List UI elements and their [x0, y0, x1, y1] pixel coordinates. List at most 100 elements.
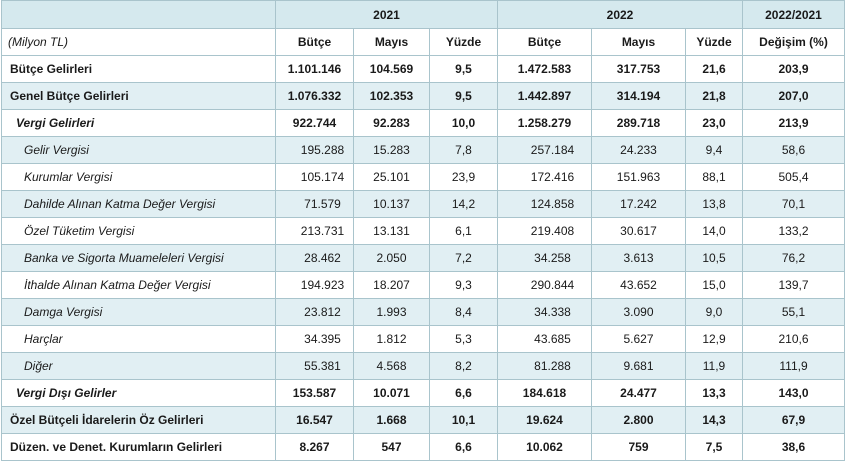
row-value: 28.462: [275, 244, 354, 272]
row-label: Düzen. ve Denet. Kurumların Gelirleri: [1, 433, 276, 461]
row-value: 92.283: [353, 109, 430, 137]
row-value: 67,9: [742, 406, 845, 434]
table-row: Özel Tüketim Vergisi 213.731 13.131 6,1 219.…: [1, 217, 845, 245]
row-value: 505,4: [742, 163, 845, 191]
row-value: 10.071: [353, 379, 430, 407]
row-value: 9,4: [685, 136, 743, 164]
col-budget-2021: Bütçe: [275, 28, 354, 56]
col-budget-2022: Bütçe: [497, 28, 592, 56]
row-value: 317.753: [591, 55, 686, 83]
row-value: 1.076.332: [275, 82, 354, 110]
row-value: 10.137: [353, 190, 430, 218]
row-value: 43.652: [591, 271, 686, 299]
row-value: 257.184: [497, 136, 592, 164]
unit-label: (Milyon TL): [1, 28, 276, 56]
row-value: 88,1: [685, 163, 743, 191]
budget-revenue-table: 2021 2022 2022/2021 (Milyon TL) Bütçe Ma…: [1, 0, 845, 461]
row-value: 14,0: [685, 217, 743, 245]
row-value: 314.194: [591, 82, 686, 110]
row-value: 153.587: [275, 379, 354, 407]
row-label: Vergi Dışı Gelirler: [1, 379, 276, 407]
row-value: 5,3: [429, 325, 498, 353]
row-value: 207,0: [742, 82, 845, 110]
row-value: 13,8: [685, 190, 743, 218]
row-value: 7,5: [685, 433, 743, 461]
row-value: 9,5: [429, 55, 498, 83]
table-row: İthalde Alınan Katma Değer Vergisi 194.92…: [1, 271, 845, 299]
row-value: 290.844: [497, 271, 592, 299]
row-value: 195.288: [275, 136, 354, 164]
row-value: 23,9: [429, 163, 498, 191]
table-row: Genel Bütçe Gelirleri 1.076.332 102.353 9,5…: [1, 82, 845, 110]
year-2022-header: 2022: [497, 0, 743, 29]
row-label: Bütçe Gelirleri: [1, 55, 276, 83]
row-label: Özel Tüketim Vergisi: [1, 217, 276, 245]
table-row: Vergi Gelirleri 922.744 92.283 10,0 1.258.27…: [1, 109, 845, 137]
row-value: 17.242: [591, 190, 686, 218]
table-body: Bütçe Gelirleri 1.101.146 104.569 9,5 1.472.…: [1, 55, 845, 461]
table-row: Harçlar 34.395 1.812 5,3 43.685 5.627 12,9 210,…: [1, 325, 845, 353]
row-value: 9.681: [591, 352, 686, 380]
year-2021-header: 2021: [275, 0, 498, 29]
row-value: 15.283: [353, 136, 430, 164]
row-value: 203,9: [742, 55, 845, 83]
row-value: 30.617: [591, 217, 686, 245]
row-value: 111,9: [742, 352, 845, 380]
row-value: 213,9: [742, 109, 845, 137]
row-value: 16.547: [275, 406, 354, 434]
row-label: Damga Vergisi: [1, 298, 276, 326]
table-row: Gelir Vergisi 195.288 15.283 7,8 257.184 24.2…: [1, 136, 845, 164]
table-row: Damga Vergisi 23.812 1.993 8,4 34.338 3.090 9,…: [1, 298, 845, 326]
row-label: Kurumlar Vergisi: [1, 163, 276, 191]
row-value: 9,5: [429, 82, 498, 110]
row-value: 3.613: [591, 244, 686, 272]
row-value: 19.624: [497, 406, 592, 434]
row-value: 1.258.279: [497, 109, 592, 137]
row-value: 6,6: [429, 379, 498, 407]
row-value: 104.569: [353, 55, 430, 83]
col-pct-2022: Yüzde: [685, 28, 743, 56]
row-value: 102.353: [353, 82, 430, 110]
row-value: 24.233: [591, 136, 686, 164]
row-value: 4.568: [353, 352, 430, 380]
row-value: 6,1: [429, 217, 498, 245]
row-value: 8,2: [429, 352, 498, 380]
row-value: 10,5: [685, 244, 743, 272]
row-value: 13,3: [685, 379, 743, 407]
row-value: 21,6: [685, 55, 743, 83]
row-value: 71.579: [275, 190, 354, 218]
table-row: Bütçe Gelirleri 1.101.146 104.569 9,5 1.472.…: [1, 55, 845, 83]
table-row: Banka ve Sigorta Muameleleri Vergisi 28.4…: [1, 244, 845, 272]
row-label: Genel Bütçe Gelirleri: [1, 82, 276, 110]
row-value: 1.812: [353, 325, 430, 353]
table-row: Vergi Dışı Gelirler 153.587 10.071 6,6 184.6…: [1, 379, 845, 407]
row-value: 24.477: [591, 379, 686, 407]
row-value: 547: [353, 433, 430, 461]
col-pct-2021: Yüzde: [429, 28, 498, 56]
row-label: Vergi Gelirleri: [1, 109, 276, 137]
row-value: 289.718: [591, 109, 686, 137]
row-value: 1.442.897: [497, 82, 592, 110]
row-value: 70,1: [742, 190, 845, 218]
row-value: 34.338: [497, 298, 592, 326]
row-value: 7,8: [429, 136, 498, 164]
row-value: 133,2: [742, 217, 845, 245]
table-row: Özel Bütçeli İdarelerin Öz Gelirleri 16.5…: [1, 406, 845, 434]
row-value: 8.267: [275, 433, 354, 461]
row-value: 7,2: [429, 244, 498, 272]
table-row: Düzen. ve Denet. Kurumların Gelirleri 8.2…: [1, 433, 845, 461]
row-value: 922.744: [275, 109, 354, 137]
row-value: 1.668: [353, 406, 430, 434]
row-value: 1.472.583: [497, 55, 592, 83]
row-label: Özel Bütçeli İdarelerin Öz Gelirleri: [1, 406, 276, 434]
row-value: 34.258: [497, 244, 592, 272]
row-label: Diğer: [1, 352, 276, 380]
row-value: 105.174: [275, 163, 354, 191]
row-value: 11,9: [685, 352, 743, 380]
row-value: 10,1: [429, 406, 498, 434]
row-value: 5.627: [591, 325, 686, 353]
row-label: Gelir Vergisi: [1, 136, 276, 164]
row-value: 10,0: [429, 109, 498, 137]
row-value: 23.812: [275, 298, 354, 326]
row-value: 81.288: [497, 352, 592, 380]
